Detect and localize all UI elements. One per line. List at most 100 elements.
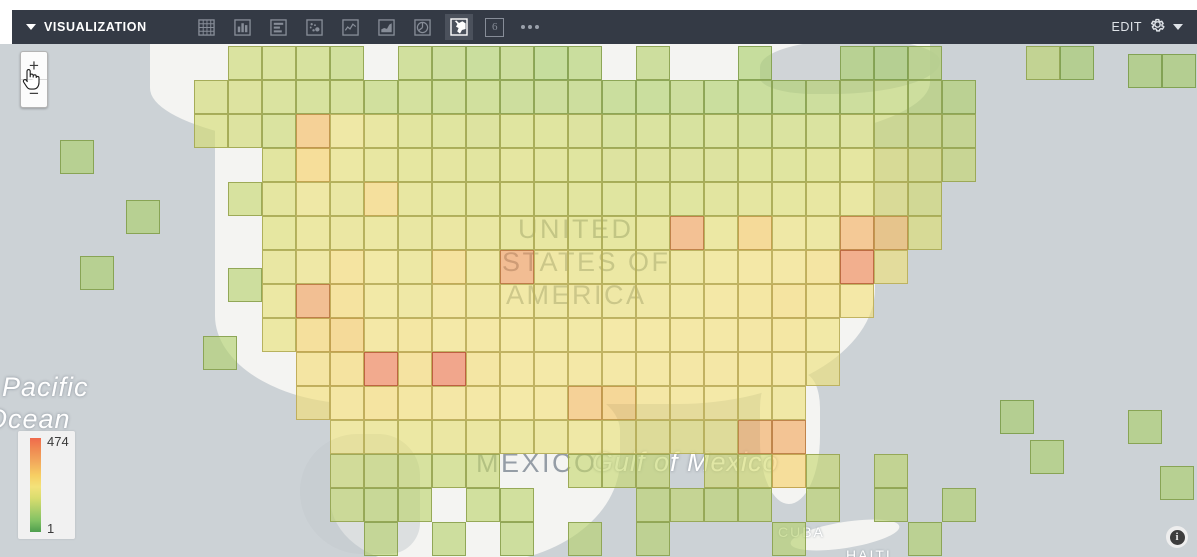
heatmap-cell[interactable] xyxy=(738,46,772,80)
heatmap-cell[interactable] xyxy=(296,148,330,182)
heatmap-cell[interactable] xyxy=(874,148,908,182)
heatmap-cell[interactable] xyxy=(670,420,704,454)
heatmap-cell[interactable] xyxy=(466,454,500,488)
heatmap-cell[interactable] xyxy=(874,250,908,284)
heatmap-cell[interactable] xyxy=(568,352,602,386)
heatmap-cell[interactable] xyxy=(670,352,704,386)
heatmap-cell[interactable] xyxy=(568,284,602,318)
heatmap-cell[interactable] xyxy=(330,420,364,454)
heatmap-cell[interactable] xyxy=(398,216,432,250)
heatmap-cell[interactable] xyxy=(534,182,568,216)
heatmap-cell[interactable] xyxy=(203,336,237,370)
heatmap-cell[interactable] xyxy=(364,148,398,182)
heatmap-cell[interactable] xyxy=(296,352,330,386)
heatmap-cell[interactable] xyxy=(500,80,534,114)
heatmap-cell[interactable] xyxy=(194,114,228,148)
heatmap-cell[interactable] xyxy=(500,352,534,386)
heatmap-cell[interactable] xyxy=(330,46,364,80)
caret-down-icon[interactable] xyxy=(1173,24,1183,30)
heatmap-cell[interactable] xyxy=(262,148,296,182)
heatmap-cell[interactable] xyxy=(296,80,330,114)
heatmap-cell[interactable] xyxy=(704,182,738,216)
info-button[interactable]: i xyxy=(1166,526,1188,548)
heatmap-cell[interactable] xyxy=(228,182,262,216)
heatmap-cell[interactable] xyxy=(398,250,432,284)
heatmap-cell[interactable] xyxy=(806,216,840,250)
heatmap-cell[interactable] xyxy=(874,488,908,522)
heatmap-cell[interactable] xyxy=(398,386,432,420)
heatmap-cell[interactable] xyxy=(398,114,432,148)
heatmap-cell[interactable] xyxy=(432,148,466,182)
heatmap-cell[interactable] xyxy=(806,352,840,386)
heatmap-cell[interactable] xyxy=(874,114,908,148)
heatmap-cell[interactable] xyxy=(908,148,942,182)
heatmap-cell[interactable] xyxy=(942,148,976,182)
heatmap-cell[interactable] xyxy=(466,284,500,318)
heatmap-cell[interactable] xyxy=(330,80,364,114)
heatmap-cell[interactable] xyxy=(228,268,262,302)
heatmap-cell[interactable] xyxy=(874,182,908,216)
heatmap-cell[interactable] xyxy=(840,284,874,318)
heatmap-cell[interactable] xyxy=(262,114,296,148)
heatmap-cell[interactable] xyxy=(568,454,602,488)
heatmap-cell[interactable] xyxy=(296,318,330,352)
visualization-title-group[interactable]: VISUALIZATION xyxy=(26,20,147,34)
heatmap-cell[interactable] xyxy=(602,148,636,182)
heatmap-cell[interactable] xyxy=(738,420,772,454)
heatmap-cell[interactable] xyxy=(840,80,874,114)
heatmap-cell[interactable] xyxy=(568,216,602,250)
heatmap-cell[interactable] xyxy=(806,114,840,148)
heatmap-cell[interactable] xyxy=(534,216,568,250)
heatmap-cell[interactable] xyxy=(398,284,432,318)
heatmap-cell[interactable] xyxy=(806,80,840,114)
heatmap-cell[interactable] xyxy=(500,488,534,522)
heatmap-cell[interactable] xyxy=(602,454,636,488)
heatmap-cell[interactable] xyxy=(500,420,534,454)
heatmap-cell[interactable] xyxy=(636,216,670,250)
heatmap-cell[interactable] xyxy=(704,114,738,148)
heatmap-cell[interactable] xyxy=(534,318,568,352)
heatmap-cell[interactable] xyxy=(364,216,398,250)
heatmap-cell[interactable] xyxy=(806,250,840,284)
heatmap-cell[interactable] xyxy=(840,250,874,284)
heatmap-cell[interactable] xyxy=(330,148,364,182)
caret-down-icon[interactable] xyxy=(26,24,36,30)
heatmap-cell[interactable] xyxy=(364,454,398,488)
heatmap-cell[interactable] xyxy=(466,352,500,386)
heatmap-cell[interactable] xyxy=(840,46,874,80)
heatmap-cell[interactable] xyxy=(364,114,398,148)
heatmap-cell[interactable] xyxy=(772,318,806,352)
heatmap-cell[interactable] xyxy=(670,488,704,522)
heatmap-cell[interactable] xyxy=(500,318,534,352)
heatmap-cell[interactable] xyxy=(1160,466,1194,500)
heatmap-cell[interactable] xyxy=(364,284,398,318)
heatmap-cell[interactable] xyxy=(908,114,942,148)
heatmap-cell[interactable] xyxy=(534,386,568,420)
heatmap-cell[interactable] xyxy=(296,216,330,250)
heatmap-cell[interactable] xyxy=(60,140,94,174)
heatmap-cell[interactable] xyxy=(874,80,908,114)
heatmap-cell[interactable] xyxy=(772,522,806,556)
heatmap-cell[interactable] xyxy=(330,216,364,250)
heatmap-cell[interactable] xyxy=(534,148,568,182)
heatmap-cell[interactable] xyxy=(364,488,398,522)
heatmap-cell[interactable] xyxy=(466,386,500,420)
heatmap-cell[interactable] xyxy=(534,250,568,284)
heatmap-cell[interactable] xyxy=(330,352,364,386)
scatter-plot-icon[interactable] xyxy=(301,14,329,40)
heatmap-cell[interactable] xyxy=(500,216,534,250)
heatmap-cell[interactable] xyxy=(602,284,636,318)
heatmap-cell[interactable] xyxy=(772,386,806,420)
heatmap-cell[interactable] xyxy=(296,386,330,420)
heatmap-cell[interactable] xyxy=(568,250,602,284)
heatmap-cell[interactable] xyxy=(466,216,500,250)
heatmap-cell[interactable] xyxy=(330,488,364,522)
heatmap-cell[interactable] xyxy=(500,114,534,148)
heatmap-cell[interactable] xyxy=(364,80,398,114)
heatmap-cell[interactable] xyxy=(636,114,670,148)
heatmap-cell[interactable] xyxy=(670,182,704,216)
heatmap-cell[interactable] xyxy=(432,216,466,250)
heatmap-cell[interactable] xyxy=(262,46,296,80)
heatmap-cell[interactable] xyxy=(772,148,806,182)
heatmap-cell[interactable] xyxy=(262,182,296,216)
